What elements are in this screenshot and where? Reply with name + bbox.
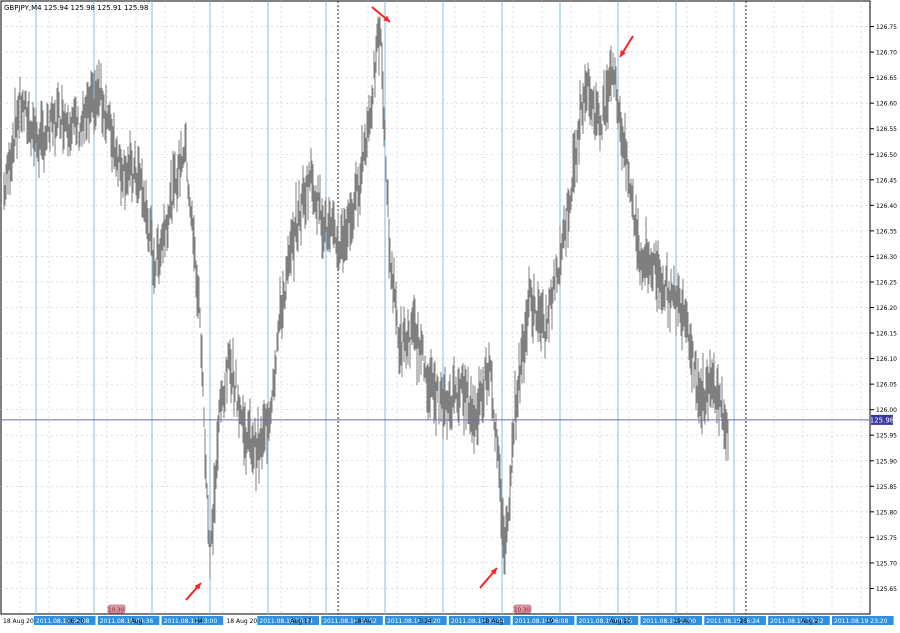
y-tick-label: 126.20 [876,305,897,312]
y-tick-label: 126.30 [876,254,897,261]
time-label: Aug 2 [801,618,819,625]
y-tick-label: 125.80 [876,509,897,516]
current-price-value: 125.98 [870,416,895,424]
y-tick-label: 126.00 [876,407,897,414]
time-tag-bg [33,616,96,625]
time-label: 3:24 [418,618,432,625]
time-label: Aug 10 [610,618,631,625]
time-tag-bg [161,616,224,625]
session-separators [35,1,747,614]
time-tag-label: 2011.08.18 09:36 [100,618,154,625]
y-tick-label: 125.85 [876,484,897,491]
y-tick-label: 126.05 [876,382,897,389]
time-label: -28 [737,618,747,625]
time-tag-label: 2011.08.19 23:20 [834,618,888,625]
time-tag-label: 2011.08.19 13:00 [642,618,696,625]
y-tick-label: 126.40 [876,203,897,210]
y-tick-label: 126.35 [876,228,897,235]
event-tag [107,604,126,614]
y-tick-label: 126.70 [876,50,897,57]
time-tag-bg [448,616,511,625]
y-tick-label: 126.10 [876,356,897,363]
y-tick-label: 126.15 [876,331,897,338]
arrow-head-icon [620,50,626,57]
time-tag-label: 2011.08.19 06:08 [515,618,569,625]
arrow-head-icon [383,15,390,22]
time-label: H4 [195,618,204,625]
time-label: 18 Aug 2011 [226,618,265,625]
time-tag-bg [321,616,383,625]
time-tag-label: 2011.08.19 16:24 [706,618,760,625]
time-tag-bg [576,616,639,625]
annotation-arrows [185,6,634,601]
time-tag-bg [640,616,703,625]
y-tick-label: 126.65 [876,75,897,82]
time-tag-bg [97,616,160,625]
event-tag-label: 10:30 [108,608,124,614]
time-label: 18 Aug 2011 [3,618,42,625]
grid [1,1,870,614]
time-label: 19 [546,618,554,625]
time-tag-label: 2011.08.18 13:00 [164,618,218,625]
time-tag-bg [257,616,319,625]
arrow-head-icon [490,568,497,575]
time-tag-label: 2011.08.18 16:24 [259,618,313,625]
time-label: 18 Au [354,618,372,625]
time-tag-label: 2011.08.18 19:52 [323,618,377,625]
time-label: Aug [131,618,143,625]
y-tick-label: 126.50 [876,152,897,159]
y-tick-label: 125.90 [876,458,897,465]
event-tag-label: 10:30 [514,608,530,614]
y-tick-label: 126.55 [876,126,897,133]
time-tag-label: 2011.08.19 02:44 [451,618,505,625]
time-tag-bg [512,616,575,625]
arrow-head-icon [194,583,201,590]
time-label: 18 Aug [482,618,503,625]
time-tag-label: 2011.08.18 06:08 [36,618,90,625]
time-tag-bg [704,616,766,625]
time-tag-bg [832,616,894,625]
y-tick-label: 126.60 [876,101,897,108]
y-tick-label: 126.25 [876,279,897,286]
price-axis: 125.65 125.70 125.75 125.80 125.85 125.90 125.… [870,24,897,593]
time-tag-bg [768,616,830,625]
chart-header: GBPJPY,M4 125.94 125.98 125.91 125.98 [4,4,148,12]
y-tick-label: 125.75 [876,535,897,542]
time-tag-label: 2011.08.19 19:52 [770,618,824,625]
time-label: 06:20 [67,618,84,625]
time-label: Aug 17 [290,618,311,625]
y-tick-label: 126.75 [876,24,897,31]
event-tag [513,604,532,614]
y-tick-label: 126.45 [876,177,897,184]
time-label: 19 Au [673,618,691,625]
y-tick-label: 125.95 [876,433,897,440]
current-price-tag [871,414,893,425]
time-tag-bg [385,616,447,625]
price-series [3,16,729,580]
event-tags: 10:30 10:30 [107,604,532,614]
time-tag-label: 2011.08.19 09:36 [579,618,633,625]
time-tag-label: 2011.08.18 23:20 [387,618,441,625]
y-tick-label: 125.65 [876,586,897,593]
y-tick-label: 125.70 [876,560,897,567]
